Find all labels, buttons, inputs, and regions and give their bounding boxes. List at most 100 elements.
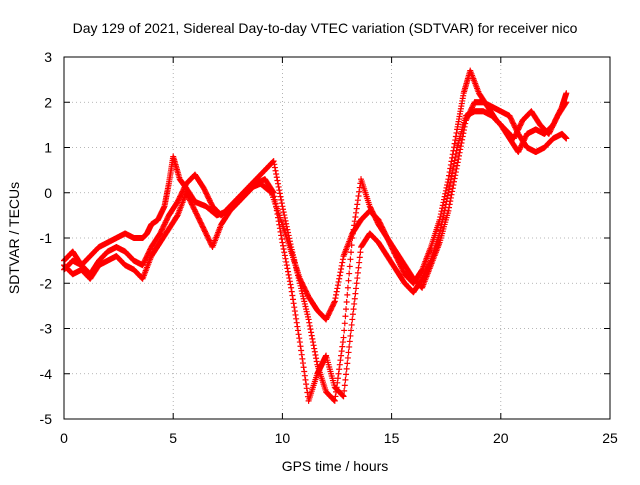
data-point: [349, 230, 356, 237]
data-point: [278, 235, 285, 242]
data-point: [442, 204, 449, 211]
data-point: [447, 176, 454, 183]
data-point: [344, 291, 351, 298]
data-point: [313, 355, 320, 362]
data-point: [332, 393, 339, 400]
y-axis-label: SDTVAR / TECUs: [6, 182, 22, 294]
data-point: [339, 343, 346, 350]
data-point: [271, 161, 278, 168]
data-point: [436, 230, 443, 237]
data-point: [451, 157, 458, 164]
data-point: [286, 238, 293, 245]
data-point: [335, 370, 342, 377]
data-point: [354, 269, 361, 276]
data-point: [279, 203, 286, 210]
data-point: [271, 196, 278, 203]
y-tick-label: -4: [40, 366, 53, 382]
data-point: [340, 334, 347, 341]
data-point: [349, 235, 356, 241]
data-point: [451, 175, 458, 182]
data-point: [297, 343, 304, 350]
data-point: [439, 218, 446, 225]
data-point: [349, 316, 356, 323]
data-point: [283, 258, 290, 265]
data-point: [308, 332, 315, 339]
data-point: [309, 335, 316, 342]
data-point: [338, 262, 345, 269]
data-point: [452, 137, 459, 144]
data-point: [298, 347, 305, 354]
data-point: [311, 345, 318, 352]
data-point: [448, 173, 455, 180]
data-point: [451, 160, 457, 167]
data-point: [348, 242, 355, 249]
y-tick-label: -3: [40, 321, 53, 337]
data-point: [310, 342, 317, 349]
data-point: [300, 364, 307, 371]
data-point: [444, 195, 451, 202]
data-point: [449, 167, 456, 174]
data-point: [337, 269, 344, 276]
data-point: [343, 298, 350, 305]
data-point: [447, 194, 454, 201]
data-point: [332, 295, 339, 302]
data-point: [275, 183, 282, 190]
data-point: [441, 207, 448, 214]
data-point: [295, 331, 302, 338]
data-point: [439, 215, 446, 222]
data-point: [343, 365, 350, 372]
data-point: [346, 343, 353, 350]
data-point: [277, 228, 284, 235]
data-point: [278, 196, 285, 203]
data-point: [344, 360, 351, 367]
x-tick-label: 20: [493, 430, 509, 446]
data-point: [338, 352, 345, 359]
chart-title: Day 129 of 2021, Sidereal Day-to-day VTE…: [73, 20, 578, 36]
data-point: [351, 218, 358, 225]
data-point: [295, 327, 301, 334]
data-point: [351, 222, 358, 229]
data-point: [303, 385, 310, 392]
data-point: [275, 218, 282, 225]
data-point: [450, 163, 457, 170]
data-point: [453, 147, 460, 154]
data-point: [336, 272, 343, 279]
data-point: [563, 135, 570, 142]
data-point: [443, 198, 450, 205]
data-point: [331, 397, 338, 404]
data-point: [350, 226, 357, 233]
data-point: [283, 220, 290, 227]
data-point: [281, 212, 288, 219]
data-point: [353, 209, 360, 216]
data-point: [292, 311, 299, 318]
data-point: [351, 295, 358, 302]
data-point: [276, 221, 283, 228]
data-point: [280, 206, 287, 213]
data-point: [306, 319, 313, 326]
data-point: [286, 278, 293, 285]
data-point: [337, 357, 344, 364]
data-point: [278, 200, 285, 207]
data-point: [339, 339, 346, 346]
data-point: [303, 381, 310, 388]
data-point: [346, 263, 353, 270]
data-point: [299, 355, 306, 362]
data-point: [437, 224, 444, 231]
data-point: [276, 187, 283, 194]
data-point: [331, 397, 338, 404]
data-point: [563, 90, 570, 97]
data-point: [356, 184, 363, 191]
data-point: [343, 306, 350, 313]
data-point: [347, 332, 354, 339]
data-point: [336, 366, 343, 373]
data-point: [285, 268, 292, 275]
data-point: [341, 387, 348, 394]
y-tick-label: 0: [44, 185, 52, 201]
data-point: [451, 140, 458, 147]
data-point: [306, 322, 313, 329]
data-point: [275, 180, 282, 187]
data-point: [281, 252, 288, 259]
data-point: [457, 146, 464, 153]
data-point: [345, 349, 352, 356]
